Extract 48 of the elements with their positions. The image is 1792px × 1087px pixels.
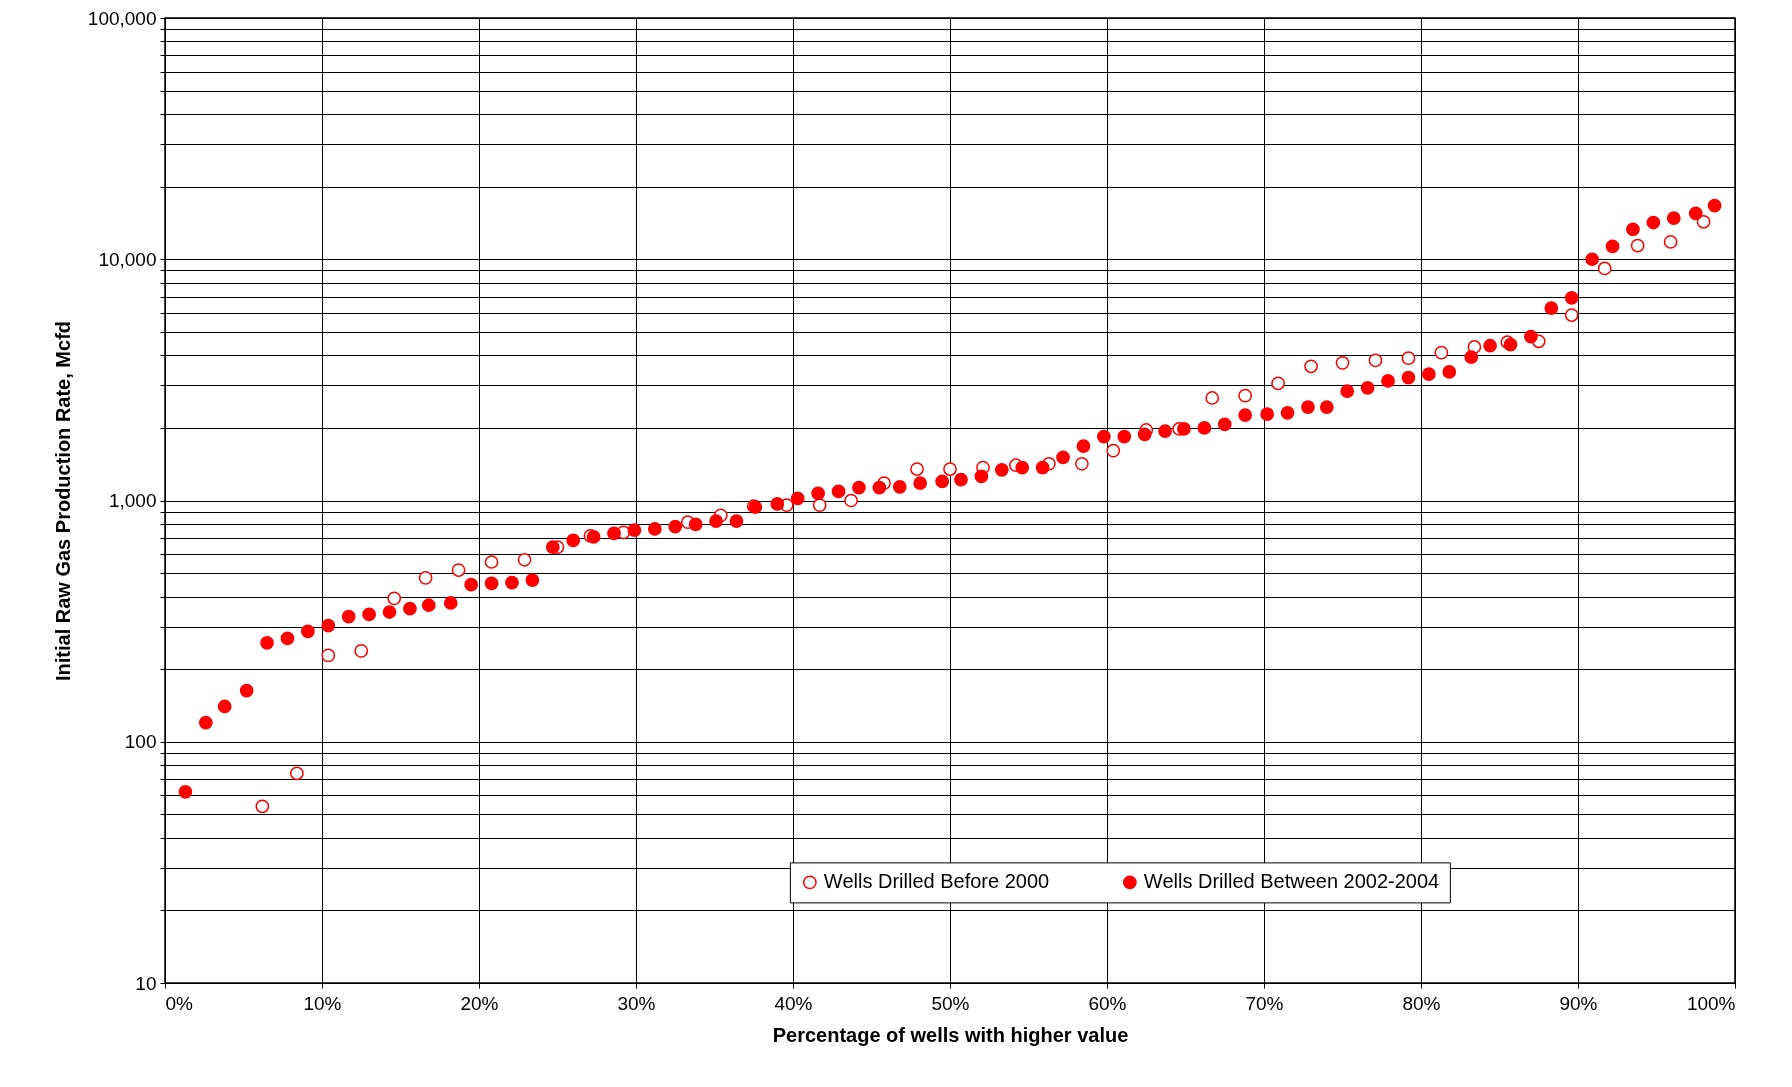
y-axis-title: Initial Raw Gas Production Rate, Mcfd — [51, 320, 74, 682]
point — [812, 498, 827, 512]
point — [1304, 359, 1318, 374]
point — [290, 766, 304, 781]
x-tick-label: 40% — [774, 992, 813, 1014]
point — [321, 648, 336, 663]
y-tick-label: 10 — [135, 972, 157, 994]
point — [844, 493, 858, 508]
point — [354, 644, 369, 658]
x-tick-label: 70% — [1245, 992, 1284, 1014]
x-tick-label: 80% — [1402, 992, 1441, 1014]
point — [1271, 376, 1285, 391]
legend-label: Wells Drilled Before 2000 — [823, 870, 1050, 893]
point — [1106, 443, 1121, 458]
point — [1205, 391, 1220, 405]
legend-label: Wells Drilled Between 2002-2004 — [1143, 870, 1440, 893]
point — [1238, 388, 1253, 403]
point — [1663, 235, 1678, 249]
point — [1434, 345, 1449, 360]
point — [1335, 355, 1350, 370]
point — [1597, 261, 1612, 276]
x-tick-label: 50% — [931, 992, 970, 1014]
y-tick-label: 100 — [124, 731, 157, 753]
x-tick-label: 0% — [165, 992, 194, 1014]
point — [451, 563, 466, 577]
point — [910, 462, 924, 476]
point — [484, 555, 499, 569]
y-tick-label: 1,000 — [108, 490, 157, 511]
point — [517, 552, 532, 567]
y-tick-label: 100,000 — [87, 7, 157, 29]
point — [255, 799, 270, 814]
y-tick-label: 10,000 — [98, 248, 157, 270]
point — [1075, 456, 1089, 471]
x-tick-label: 20% — [460, 992, 499, 1014]
point — [1630, 238, 1645, 253]
x-tick-label: 10% — [303, 992, 342, 1014]
point — [387, 591, 402, 606]
x-tick-label: 90% — [1559, 992, 1598, 1014]
point — [1401, 351, 1416, 366]
point — [1564, 308, 1579, 322]
point — [418, 570, 433, 585]
x-tick-label: 30% — [617, 992, 656, 1014]
x-tick-label: 100% — [1686, 992, 1736, 1014]
point — [943, 462, 957, 476]
x-tick-label: 60% — [1088, 992, 1127, 1014]
point — [1368, 353, 1383, 368]
point — [1696, 214, 1711, 229]
x-axis-title: Percentage of wells with higher value — [772, 1023, 1129, 1046]
